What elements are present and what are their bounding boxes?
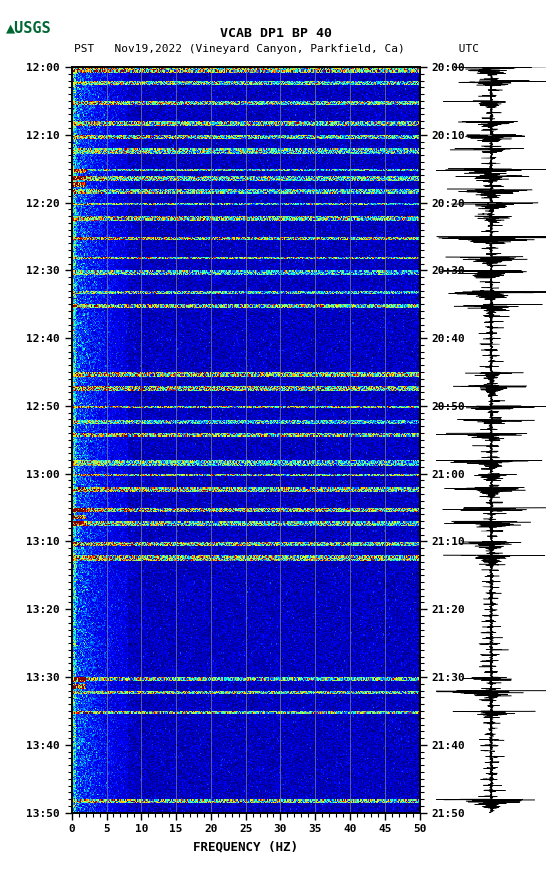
Text: VCAB DP1 BP 40: VCAB DP1 BP 40	[220, 28, 332, 40]
Text: PST   Nov19,2022 (Vineyard Canyon, Parkfield, Ca)        UTC: PST Nov19,2022 (Vineyard Canyon, Parkfie…	[73, 44, 479, 54]
X-axis label: FREQUENCY (HZ): FREQUENCY (HZ)	[193, 840, 298, 853]
Text: ▲USGS: ▲USGS	[6, 21, 51, 36]
